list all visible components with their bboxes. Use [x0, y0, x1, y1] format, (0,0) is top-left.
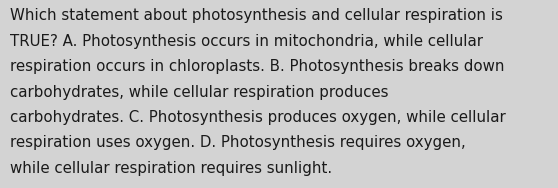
Text: carbohydrates, while cellular respiration produces: carbohydrates, while cellular respiratio…	[10, 85, 388, 100]
Text: respiration occurs in chloroplasts. B. Photosynthesis breaks down: respiration occurs in chloroplasts. B. P…	[10, 59, 504, 74]
Text: TRUE? A. Photosynthesis occurs in mitochondria, while cellular: TRUE? A. Photosynthesis occurs in mitoch…	[10, 34, 483, 49]
Text: while cellular respiration requires sunlight.: while cellular respiration requires sunl…	[10, 161, 332, 176]
Text: Which statement about photosynthesis and cellular respiration is: Which statement about photosynthesis and…	[10, 8, 503, 24]
Text: respiration uses oxygen. D. Photosynthesis requires oxygen,: respiration uses oxygen. D. Photosynthes…	[10, 135, 466, 150]
Text: carbohydrates. C. Photosynthesis produces oxygen, while cellular: carbohydrates. C. Photosynthesis produce…	[10, 110, 506, 125]
